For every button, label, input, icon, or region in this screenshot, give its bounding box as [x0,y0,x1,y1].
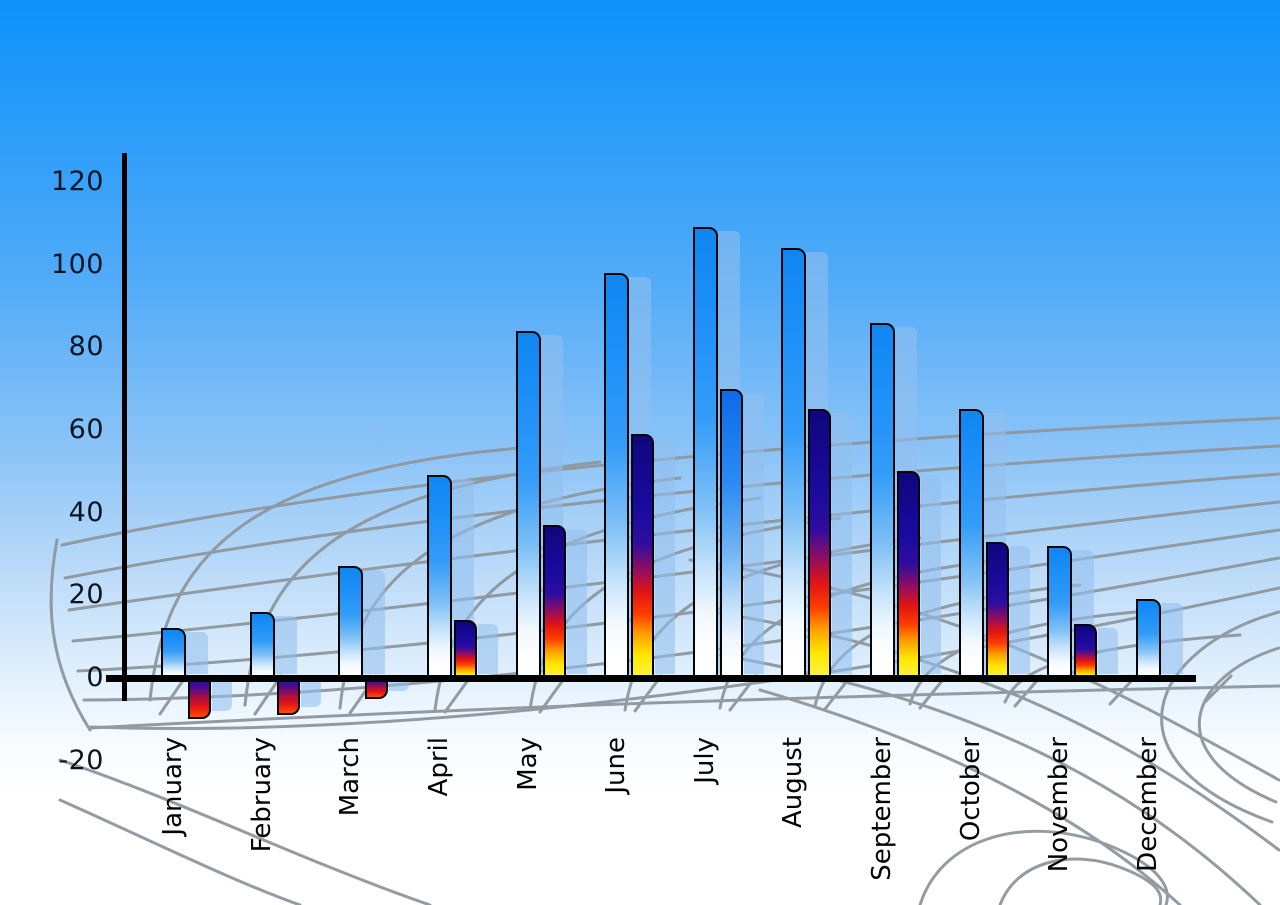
bar-shadow-primary-december [1161,603,1184,674]
bar-secondary-january [188,676,211,720]
bar-secondary-september [897,471,921,680]
bar-secondary-may [542,525,566,680]
bar-shadow-secondary-october [1009,545,1030,674]
bar-shadow-secondary-july [743,392,764,674]
bar-shadow-secondary-august [832,413,853,674]
bar-primary-september [870,322,896,680]
bar-shadow-secondary-november [1098,628,1119,674]
bar-shadow-primary-march [363,570,386,674]
bar-shadow-primary-january [186,632,208,674]
bar-primary-august [781,248,807,680]
bar-primary-july [692,227,718,680]
bar-primary-november [1047,545,1073,680]
bar-secondary-july [719,388,743,680]
bar-primary-april [426,475,452,680]
bar-secondary-november [1074,624,1098,680]
y-axis-line [122,153,127,701]
bar-shadow-secondary-june [655,438,676,674]
bar-shadow-secondary-may [566,529,587,674]
bar-shadow-secondary-january [212,676,232,712]
bar-shadow-secondary-september [921,475,942,674]
x-axis-zero-line [106,675,1196,682]
bar-secondary-february [276,676,300,716]
bar-primary-march [338,566,364,680]
bar-secondary-october [985,541,1009,680]
bar-secondary-april [453,620,477,680]
bar-primary-october [958,409,984,680]
bar-shadow-secondary-april [477,624,498,674]
bar-primary-may [515,330,541,680]
bar-primary-january [161,628,186,680]
bar-shadow-secondary-february [300,676,321,708]
bar-primary-february [249,611,275,680]
bar-shadow-primary-february [274,615,297,674]
bar-primary-june [604,272,630,680]
bar-secondary-august [808,409,832,680]
bar-secondary-june [631,434,655,680]
bar-primary-december [1136,599,1162,680]
